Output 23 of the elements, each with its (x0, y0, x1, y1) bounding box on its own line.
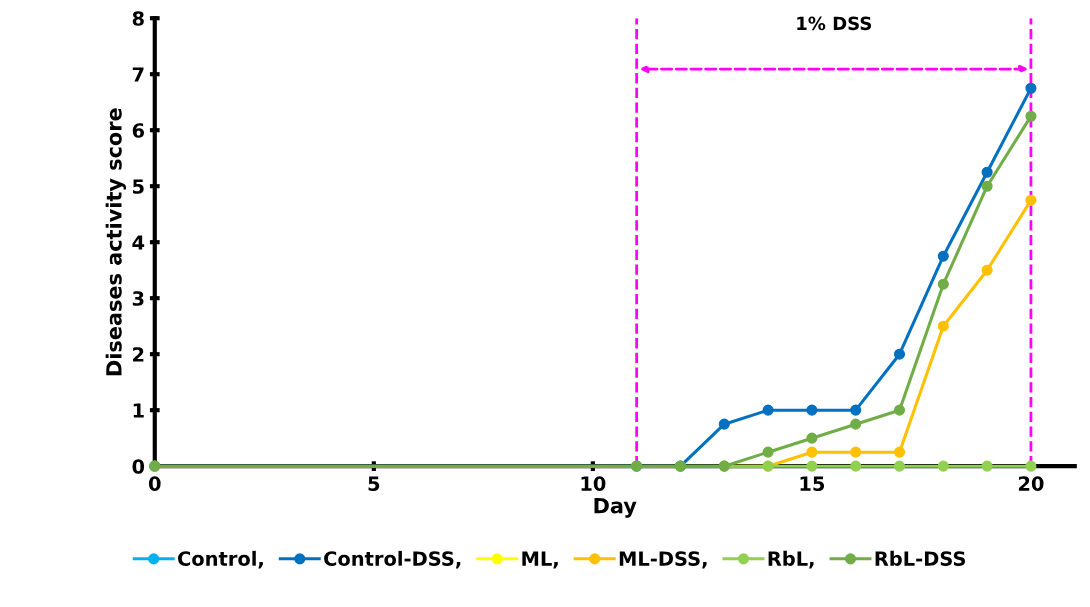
y-tick-label: 3 (132, 291, 144, 306)
y-axis-title: Diseases activity score (105, 108, 126, 376)
x-axis-title: Day (594, 497, 637, 518)
legend-label: Control, (178, 550, 263, 569)
y-tick-label: 4 (132, 235, 145, 250)
annotation: 1% DSS (797, 16, 872, 31)
x-tick-label: 10 (581, 476, 606, 491)
x-tick-label: 15 (800, 476, 825, 491)
x-tick-label: 0 (148, 476, 161, 491)
y-tick-label: 5 (133, 179, 144, 194)
legend-label: Control-DSS, (324, 550, 461, 569)
legend-label: ML, (522, 551, 558, 569)
legend-label: RbL-DSS (875, 550, 966, 566)
x-tick-label: 20 (1018, 476, 1044, 491)
y-tick-label: 2 (133, 347, 144, 362)
legend-label: RbL, (768, 550, 814, 569)
legend-label: ML-DSS, (619, 551, 707, 569)
y-tick-label: 0 (132, 459, 145, 474)
y-tick-label: 1 (133, 403, 144, 418)
x-tick-label: 5 (368, 476, 380, 491)
y-tick-label: 6 (132, 123, 145, 138)
y-tick-label: 8 (132, 11, 144, 26)
y-tick-label: 7 (132, 67, 144, 82)
